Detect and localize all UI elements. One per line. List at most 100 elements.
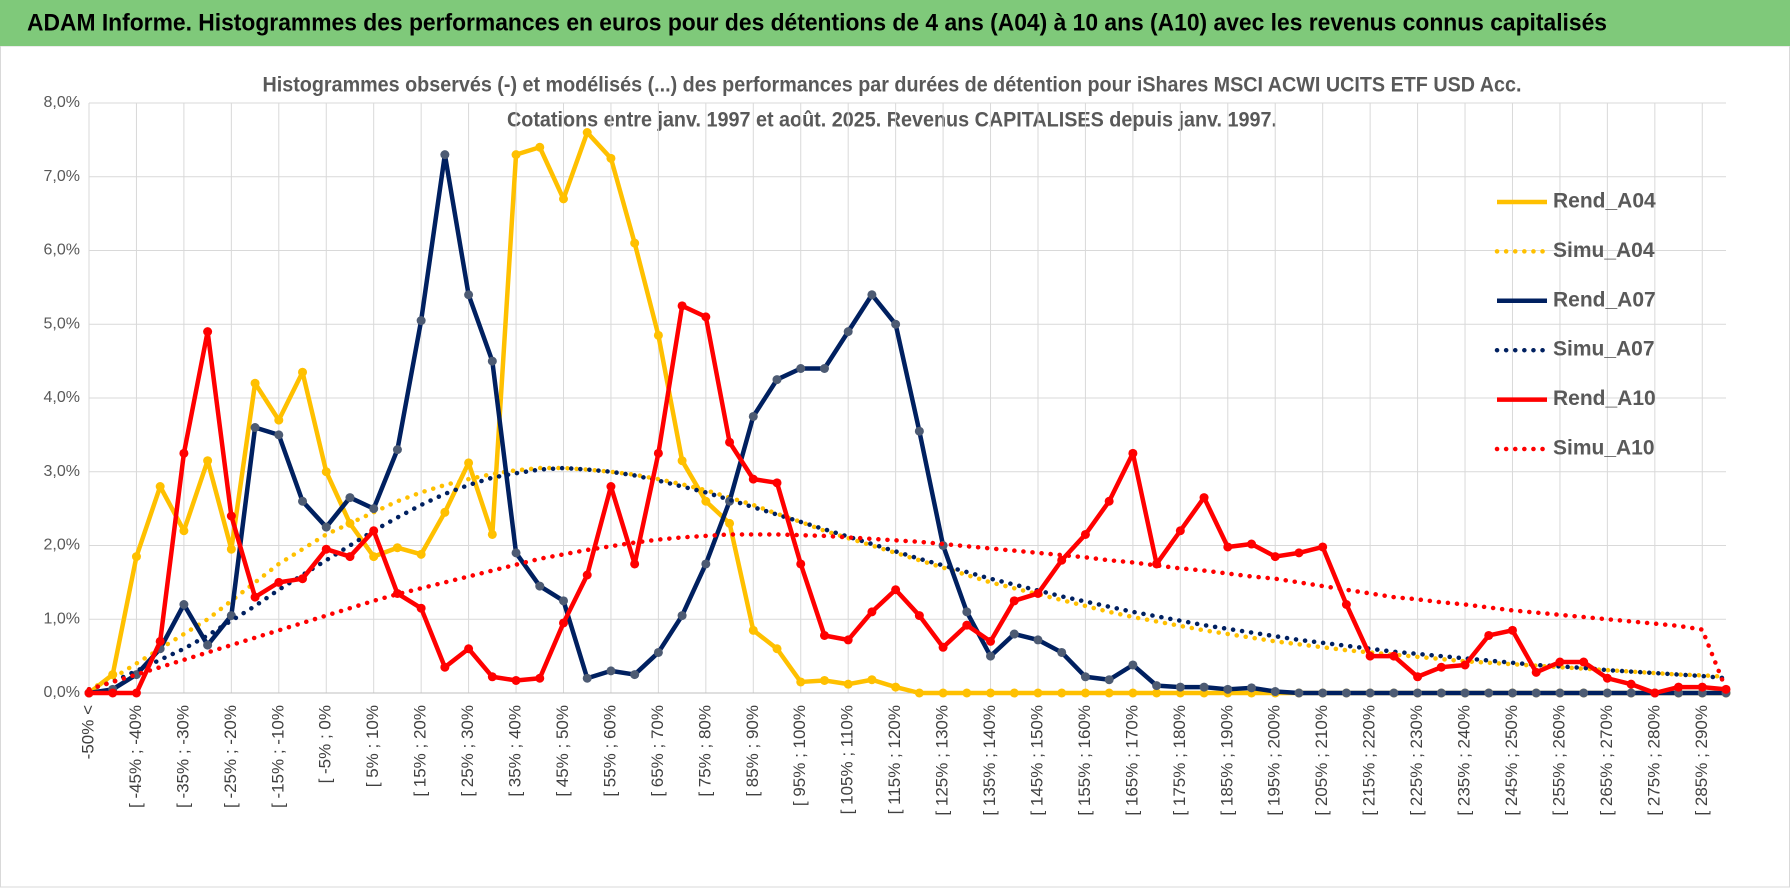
data-point bbox=[440, 507, 450, 517]
x-tick-label: [ 65% ; 70% bbox=[648, 705, 667, 797]
data-point bbox=[867, 290, 877, 300]
data-point bbox=[131, 688, 141, 698]
data-point bbox=[986, 636, 996, 646]
data-point bbox=[226, 511, 236, 521]
data-point bbox=[1152, 681, 1162, 691]
data-point bbox=[1507, 688, 1517, 698]
x-tick-label: [ 115% ; 120% bbox=[885, 705, 904, 814]
data-point bbox=[606, 482, 616, 491]
data-point bbox=[1009, 629, 1019, 639]
data-point bbox=[1009, 688, 1019, 698]
data-point bbox=[653, 647, 663, 657]
data-point bbox=[1057, 555, 1067, 565]
data-point bbox=[1247, 539, 1257, 549]
data-point bbox=[891, 585, 901, 595]
data-point bbox=[535, 142, 545, 152]
data-point bbox=[1033, 688, 1043, 698]
data-point bbox=[1033, 588, 1043, 598]
data-point bbox=[1175, 526, 1185, 536]
data-point bbox=[345, 552, 355, 562]
x-tick-label: [ 105% ; 110% bbox=[838, 705, 857, 814]
data-point bbox=[535, 581, 545, 591]
data-point bbox=[321, 522, 331, 532]
data-point bbox=[1270, 687, 1280, 697]
y-tick-label: 0,0% bbox=[44, 684, 80, 701]
data-point bbox=[1531, 688, 1541, 698]
data-point bbox=[108, 688, 118, 698]
data-point bbox=[819, 675, 829, 685]
data-point bbox=[487, 529, 497, 539]
data-point bbox=[1484, 630, 1494, 640]
data-point bbox=[843, 679, 853, 689]
data-point bbox=[179, 526, 189, 536]
data-point bbox=[226, 544, 236, 554]
data-point bbox=[250, 592, 260, 602]
data-point bbox=[867, 607, 877, 617]
legend-label: Simu_A10 bbox=[1553, 437, 1655, 460]
x-tick-label: [ 55% ; 60% bbox=[600, 705, 619, 797]
legend-label: Simu_A04 bbox=[1553, 239, 1655, 262]
data-point bbox=[298, 367, 308, 377]
data-point bbox=[986, 651, 996, 661]
data-point bbox=[298, 574, 308, 584]
data-point bbox=[1413, 688, 1423, 698]
data-point bbox=[1579, 688, 1589, 698]
x-tick-label: [ 135% ; 140% bbox=[980, 705, 999, 816]
data-point bbox=[392, 543, 402, 553]
data-point bbox=[701, 312, 711, 322]
data-point bbox=[226, 611, 236, 621]
data-point bbox=[582, 570, 592, 580]
data-point bbox=[677, 611, 687, 621]
data-point bbox=[914, 688, 924, 698]
data-point bbox=[1697, 682, 1707, 692]
y-tick-label: 8,0% bbox=[44, 94, 80, 111]
x-tick-label: [ 75% ; 80% bbox=[695, 705, 714, 797]
data-point bbox=[1128, 448, 1138, 458]
data-point bbox=[1507, 625, 1517, 635]
x-tick-label: [ 255% ; 260% bbox=[1549, 705, 1568, 816]
data-point bbox=[1152, 688, 1162, 698]
data-point bbox=[1602, 673, 1612, 683]
data-point bbox=[369, 552, 379, 562]
data-point bbox=[962, 688, 972, 698]
legend-label: Rend_A10 bbox=[1553, 387, 1656, 410]
chart-frame bbox=[0, 45, 1790, 888]
data-point bbox=[274, 430, 284, 440]
data-point bbox=[843, 635, 853, 645]
data-point bbox=[796, 677, 806, 687]
data-point bbox=[274, 577, 284, 587]
x-tick-label: [ 45% ; 50% bbox=[553, 705, 572, 797]
series-line bbox=[86, 532, 1729, 692]
data-point bbox=[487, 672, 497, 682]
chart-subtitle: Cotations entre janv. 1997 et août. 2025… bbox=[507, 109, 1277, 132]
data-point bbox=[819, 630, 829, 640]
data-point bbox=[1341, 600, 1351, 609]
data-point bbox=[250, 423, 260, 432]
data-point bbox=[274, 415, 284, 425]
data-point bbox=[677, 456, 687, 466]
data-point bbox=[511, 150, 521, 160]
data-point bbox=[84, 688, 94, 698]
data-point bbox=[701, 496, 711, 506]
data-point bbox=[1294, 688, 1304, 698]
data-point bbox=[558, 596, 568, 606]
data-point bbox=[1318, 688, 1328, 698]
x-tick-label: [ 35% ; 40% bbox=[506, 705, 525, 797]
data-point bbox=[416, 603, 426, 613]
data-point bbox=[1080, 672, 1090, 682]
data-point bbox=[914, 426, 924, 436]
data-point bbox=[1199, 493, 1209, 503]
data-point bbox=[1674, 682, 1684, 692]
data-point bbox=[891, 682, 901, 692]
x-tick-label: [ 245% ; 250% bbox=[1502, 705, 1521, 816]
data-point bbox=[725, 518, 735, 528]
data-point bbox=[1389, 688, 1399, 698]
data-point bbox=[606, 666, 616, 676]
x-tick-label: [ 235% ; 240% bbox=[1455, 705, 1474, 816]
x-tick-label: [ 265% ; 270% bbox=[1597, 705, 1616, 816]
data-point bbox=[203, 640, 213, 650]
x-tick-label: [ -5% ; 0% bbox=[316, 705, 335, 783]
data-point bbox=[962, 620, 972, 630]
x-tick-label: [ 155% ; 160% bbox=[1075, 705, 1094, 816]
